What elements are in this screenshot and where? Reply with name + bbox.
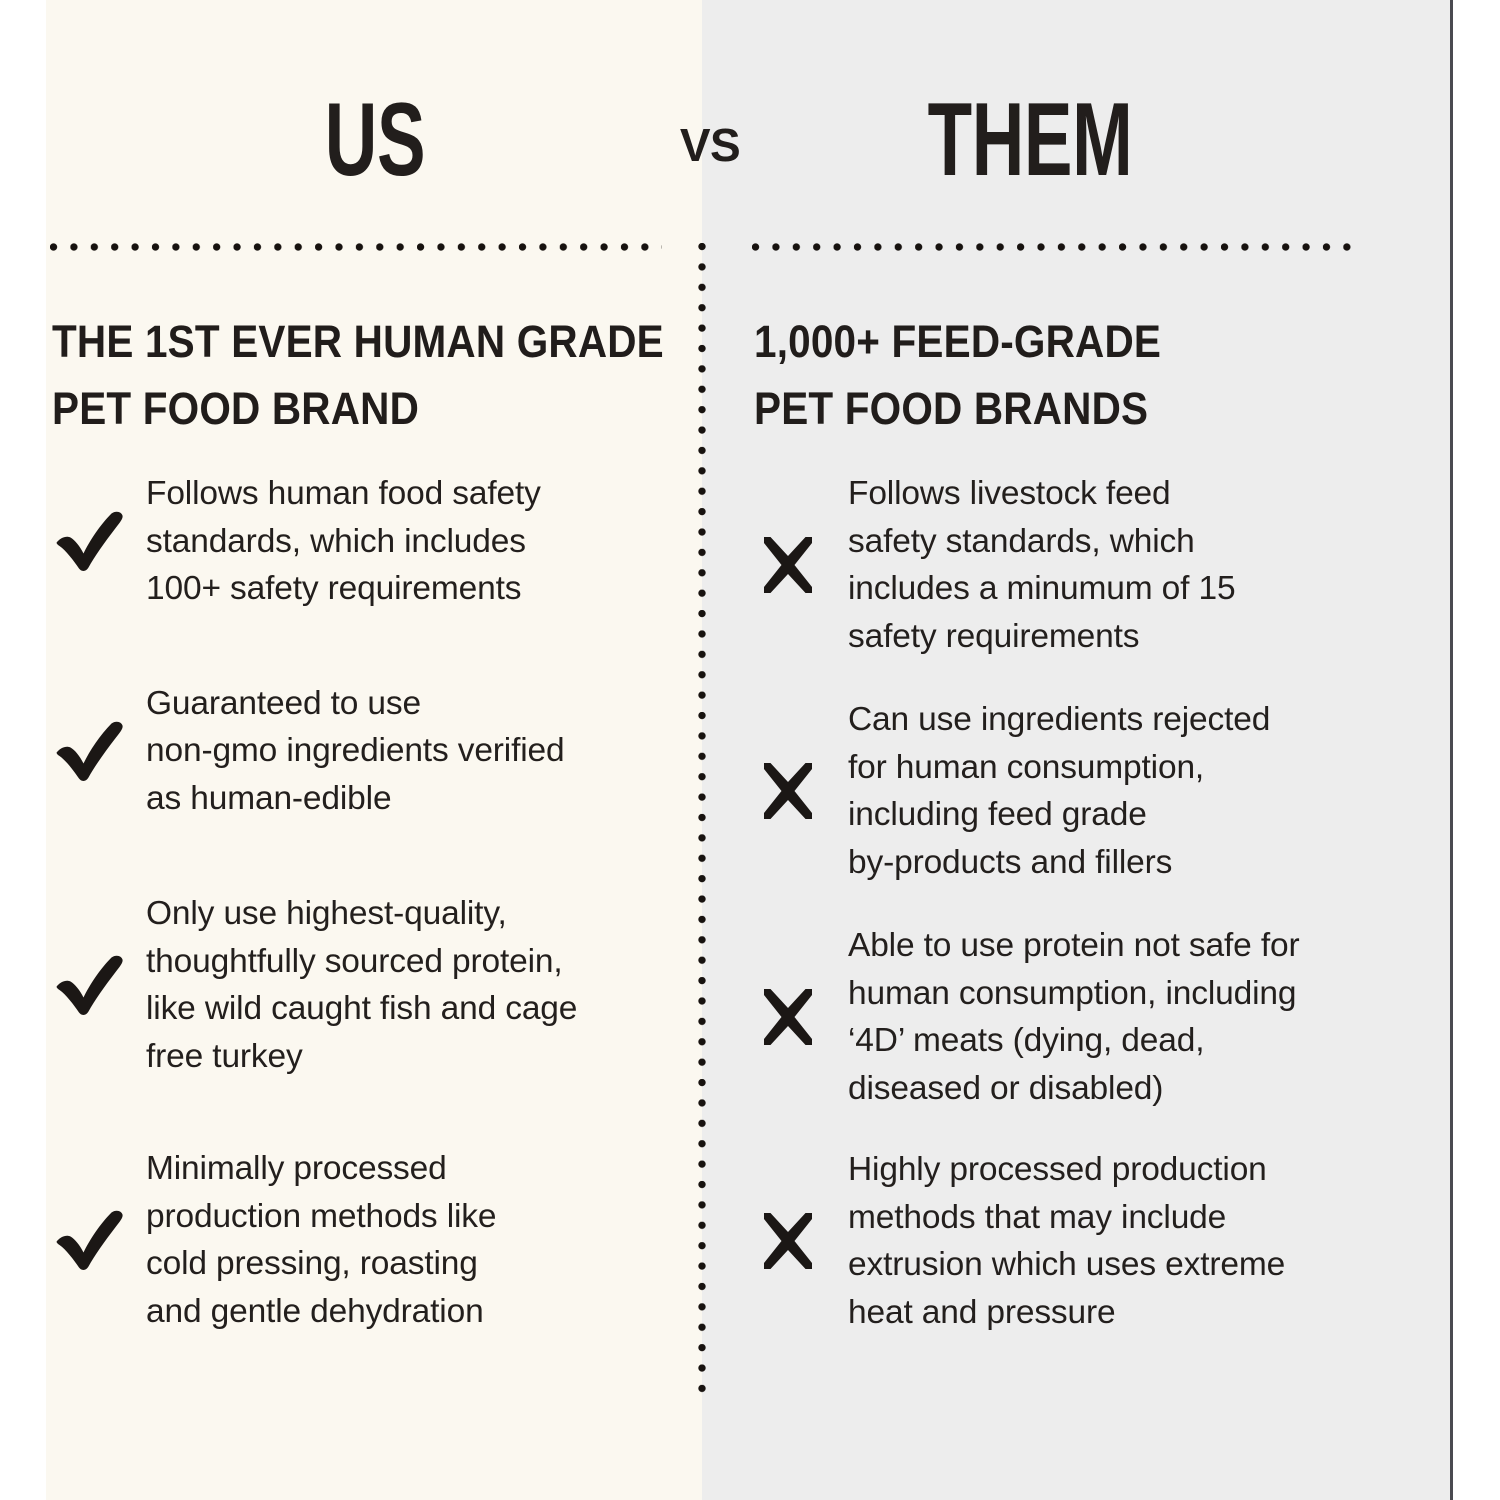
left-column-heading: THE 1ST EVER HUMAN GRADE PET FOOD BRAND	[52, 316, 664, 434]
list-item: Highly processed production methods that…	[752, 1146, 1412, 1336]
dotted-divider-vertical	[698, 243, 706, 1403]
right-column-heading: 1,000+ FEED-GRADE PET FOOD BRANDS	[754, 316, 1162, 434]
hero-us-label: US	[324, 82, 426, 198]
list-item-text: Able to use protein not safe for human c…	[848, 927, 1300, 1107]
list-item: Guaranteed to use non-gmo ingredients ve…	[50, 680, 690, 823]
hero-them-label: THEM	[927, 82, 1133, 198]
cross-icon	[752, 533, 848, 597]
right-drawback-list: Follows livestock feed safety standards,…	[752, 470, 1412, 1336]
list-item: Minimally processed production methods l…	[50, 1145, 690, 1335]
list-item-text: Minimally processed production methods l…	[146, 1150, 497, 1330]
checkmark-icon	[50, 1209, 146, 1271]
list-item-text: Follows livestock feed safety standards,…	[848, 475, 1236, 655]
list-item-text: Can use ingredients rejected for human c…	[848, 701, 1271, 881]
cross-icon	[752, 985, 848, 1049]
checkmark-icon	[50, 954, 146, 1016]
list-item-text: Follows human food safety standards, whi…	[146, 475, 541, 607]
hero-vs-label: VS	[679, 119, 741, 171]
dotted-divider-right-horizontal	[752, 243, 1352, 251]
hero-header: US VS THEM	[0, 0, 1453, 230]
dotted-divider-left-horizontal	[50, 243, 662, 251]
checkmark-icon	[50, 720, 146, 782]
list-item: Only use highest-quality, thoughtfully s…	[50, 890, 690, 1080]
cross-icon	[752, 1209, 848, 1273]
list-item: Able to use protein not safe for human c…	[752, 922, 1412, 1112]
list-item: Follows livestock feed safety standards,…	[752, 470, 1412, 660]
left-benefit-list: Follows human food safety standards, whi…	[50, 470, 690, 1335]
checkmark-icon	[50, 510, 146, 572]
list-item: Follows human food safety standards, whi…	[50, 470, 690, 613]
list-item-text: Only use highest-quality, thoughtfully s…	[146, 895, 578, 1075]
cross-icon	[752, 759, 848, 823]
list-item: Can use ingredients rejected for human c…	[752, 696, 1412, 886]
list-item-text: Guaranteed to use non-gmo ingredients ve…	[146, 684, 565, 817]
list-item-text: Highly processed production methods that…	[848, 1151, 1286, 1331]
